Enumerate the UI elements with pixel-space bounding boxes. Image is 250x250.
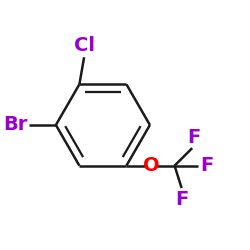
Text: Cl: Cl bbox=[74, 36, 94, 56]
Text: Br: Br bbox=[3, 116, 28, 134]
Text: F: F bbox=[200, 156, 213, 175]
Text: O: O bbox=[143, 156, 160, 175]
Text: F: F bbox=[187, 128, 200, 147]
Text: F: F bbox=[175, 190, 188, 209]
